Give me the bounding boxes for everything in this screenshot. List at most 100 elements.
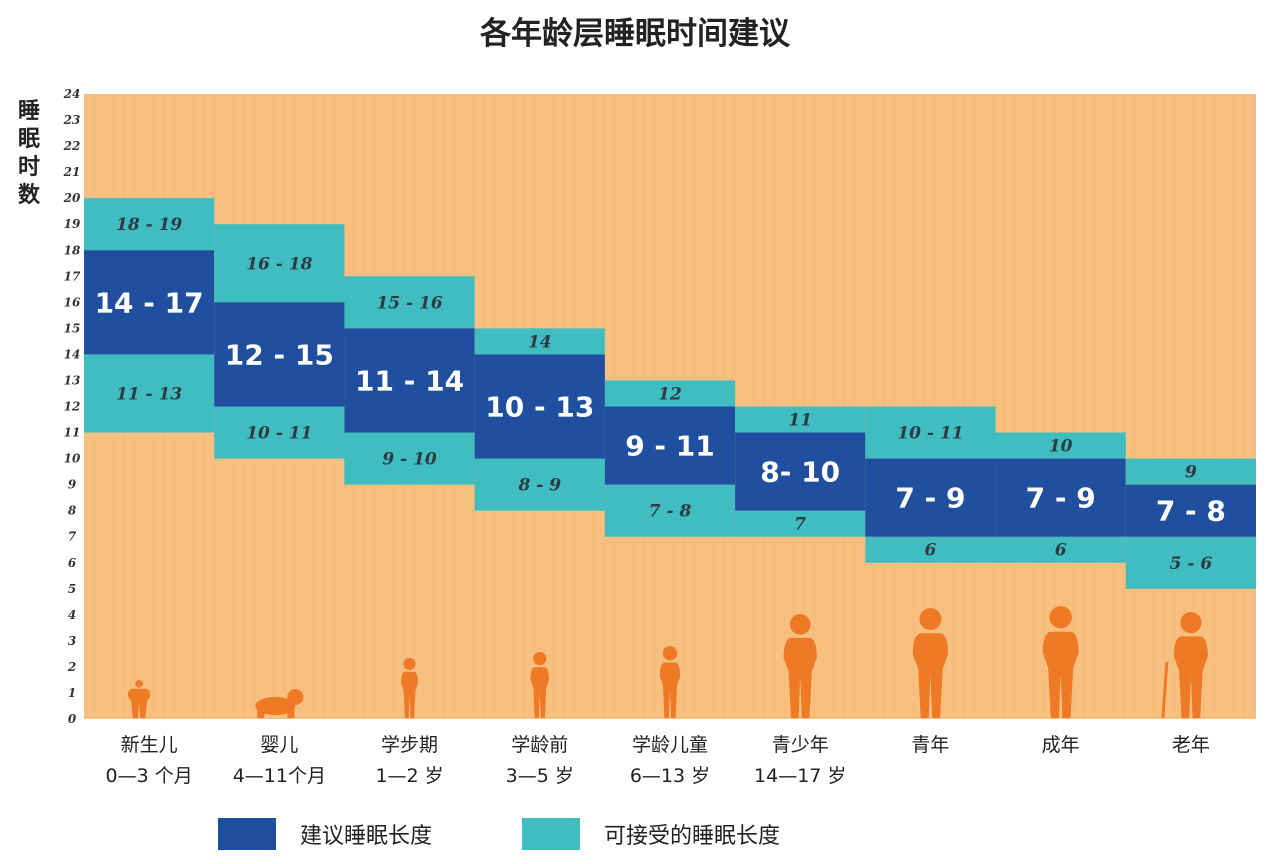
acceptable-lower-bar	[735, 510, 866, 537]
recommended-label: 8- 10	[760, 456, 840, 489]
y-tick-label: 2	[67, 660, 76, 674]
legend-swatch-acceptable	[522, 818, 580, 850]
acceptable-upper-bar	[1125, 458, 1256, 485]
recommended-bar	[865, 458, 996, 537]
recommended-bar	[995, 458, 1126, 537]
acceptable-upper-label: 15 - 16	[376, 293, 442, 313]
recommended-label: 10 - 13	[485, 391, 594, 424]
y-tick-label: 14	[64, 347, 81, 361]
toddler-icon	[401, 658, 418, 718]
recommended-label: 12 - 15	[225, 338, 334, 371]
y-tick-label: 17	[64, 269, 81, 283]
recommended-bar	[604, 406, 736, 485]
x-category-name: 老年	[1172, 734, 1210, 756]
y-tick-label: 13	[64, 373, 81, 387]
x-category-name: 学步期	[381, 734, 438, 756]
y-tick-label: 8	[68, 504, 77, 518]
y-tick-label: 9	[68, 478, 77, 492]
acceptable-lower-bar	[84, 354, 215, 433]
acceptable-upper-label: 9	[1185, 463, 1197, 483]
recommended-bar	[474, 354, 605, 459]
acceptable-lower-bar	[995, 536, 1126, 563]
x-category-range: 0—3 个月	[106, 765, 193, 787]
y-tick-label: 4	[68, 608, 76, 622]
y-tick-label: 22	[63, 139, 81, 153]
chart-title: 各年龄层睡眠时间建议	[479, 16, 791, 52]
acceptable-lower-bar	[344, 432, 475, 485]
x-category-name: 婴儿	[260, 734, 298, 756]
acceptable-lower-bar	[604, 484, 736, 537]
acceptable-upper-label: 10	[1049, 437, 1073, 457]
y-axis-label-char: 数	[18, 182, 41, 208]
acceptable-lower-label: 5 - 6	[1170, 554, 1213, 574]
recommended-label: 11 - 14	[355, 364, 464, 397]
y-tick-label: 12	[64, 400, 81, 414]
y-tick-label: 11	[64, 426, 81, 440]
y-axis-label-char: 睡	[18, 99, 40, 124]
acceptable-upper-bar	[214, 224, 345, 303]
x-category-name: 学龄前	[511, 734, 568, 756]
acceptable-upper-bar	[344, 276, 475, 329]
x-category-range: 6—13 岁	[630, 765, 710, 787]
y-tick-label: 5	[68, 582, 76, 596]
acceptable-upper-label: 18 - 19	[116, 215, 182, 235]
recommended-bar	[1125, 484, 1256, 537]
acceptable-lower-label: 6	[1055, 541, 1067, 561]
x-category-name: 青少年	[772, 734, 829, 756]
y-tick-label: 19	[64, 217, 81, 231]
y-axis-label-char: 眠	[18, 127, 40, 152]
recommended-label: 9 - 11	[625, 430, 715, 463]
acceptable-lower-label: 7	[794, 515, 806, 535]
acceptable-upper-bar	[865, 406, 996, 459]
acceptable-lower-label: 10 - 11	[246, 424, 312, 444]
y-tick-label: 0	[68, 712, 77, 726]
acceptable-lower-bar	[474, 458, 605, 511]
y-tick-label: 20	[63, 191, 81, 205]
acceptable-upper-bar	[995, 432, 1126, 459]
recommended-label: 7 - 9	[895, 482, 965, 515]
x-category-name: 新生儿	[121, 734, 178, 756]
legend-label-acceptable: 可接受的睡眠长度	[604, 824, 780, 849]
acceptable-upper-bar	[735, 406, 866, 433]
x-category-range: 14—17 岁	[754, 765, 846, 787]
x-category-range: 1—2 岁	[375, 765, 443, 787]
y-tick-label: 10	[64, 452, 81, 466]
recommended-label: 14 - 17	[95, 286, 204, 319]
acceptable-upper-label: 14	[528, 332, 552, 352]
recommended-label: 7 - 9	[1026, 482, 1096, 515]
y-tick-label: 1	[68, 686, 76, 700]
y-tick-label: 16	[64, 295, 81, 309]
acceptable-upper-label: 12	[658, 384, 682, 404]
cane-icon	[1161, 661, 1169, 719]
acceptable-lower-label: 8 - 9	[517, 476, 561, 496]
legend-label-recommended: 建议睡眠长度	[300, 824, 432, 849]
x-category-range: 3—5 岁	[506, 765, 574, 787]
acceptable-upper-label: 10 - 11	[897, 424, 963, 444]
teen-icon	[783, 614, 817, 718]
recommended-bar	[344, 328, 475, 433]
preschooler-icon	[530, 652, 550, 718]
acceptable-upper-label: 16 - 18	[246, 254, 312, 274]
acceptable-upper-bar	[474, 328, 605, 355]
elderly-icon	[1173, 612, 1208, 718]
newborn-icon	[127, 680, 151, 718]
x-category-name: 成年	[1042, 734, 1080, 756]
x-category-name: 青年	[911, 734, 949, 756]
y-axis-label-char: 时	[18, 155, 40, 180]
acceptable-lower-label: 6	[925, 541, 937, 561]
acceptable-lower-bar	[865, 536, 996, 563]
acceptable-lower-bar	[1125, 536, 1256, 589]
recommended-bar	[84, 250, 215, 355]
y-tick-label: 3	[68, 634, 76, 648]
y-tick-label: 24	[63, 87, 81, 101]
y-tick-label: 23	[63, 113, 81, 127]
acceptable-lower-label: 9 - 10	[382, 450, 437, 470]
x-category-name: 学龄儿童	[632, 734, 708, 756]
child-icon	[659, 646, 681, 718]
recommended-bar	[214, 302, 345, 407]
acceptable-lower-label: 11 - 13	[116, 384, 182, 404]
adult-icon	[1042, 606, 1079, 718]
recommended-bar	[735, 432, 866, 511]
